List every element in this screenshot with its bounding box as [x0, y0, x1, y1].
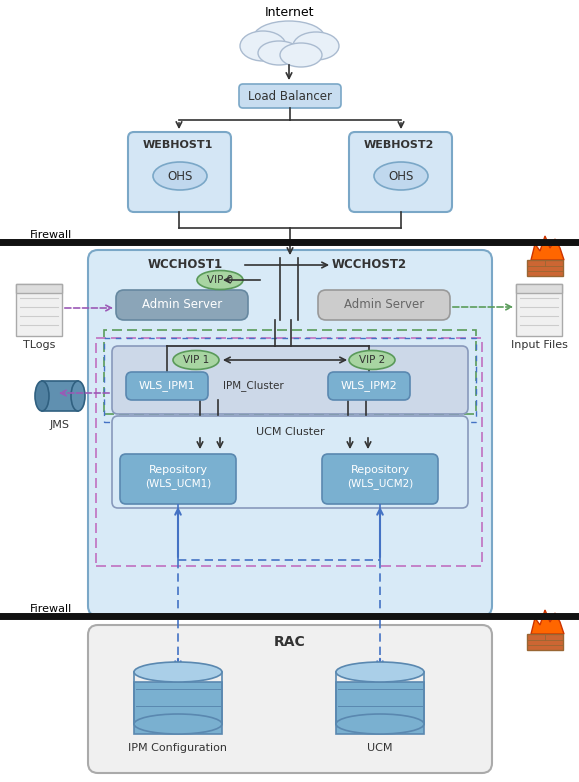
FancyBboxPatch shape — [116, 290, 248, 320]
Text: WCCHOST2: WCCHOST2 — [332, 259, 407, 271]
FancyBboxPatch shape — [112, 346, 468, 414]
FancyBboxPatch shape — [328, 372, 410, 400]
Bar — [134, 682, 222, 734]
Bar — [516, 284, 562, 293]
Text: WLS_IPM1: WLS_IPM1 — [139, 381, 195, 392]
Polygon shape — [531, 610, 564, 634]
FancyBboxPatch shape — [88, 250, 492, 616]
Ellipse shape — [134, 662, 222, 682]
Text: OHS: OHS — [167, 170, 193, 182]
Bar — [516, 284, 562, 336]
Text: (WLS_UCM1): (WLS_UCM1) — [145, 479, 211, 490]
Text: RAC: RAC — [274, 635, 306, 649]
Text: Input Files: Input Files — [511, 340, 567, 350]
Bar — [527, 634, 563, 650]
Text: JMS: JMS — [50, 420, 70, 430]
Bar — [527, 260, 563, 276]
Text: (WLS_UCM2): (WLS_UCM2) — [347, 479, 413, 490]
Text: UCM: UCM — [367, 743, 393, 753]
Text: Repository: Repository — [350, 465, 409, 475]
Ellipse shape — [197, 271, 243, 289]
FancyBboxPatch shape — [349, 132, 452, 212]
Ellipse shape — [293, 32, 339, 60]
Bar — [104, 338, 476, 422]
Text: Repository: Repository — [148, 465, 207, 475]
FancyBboxPatch shape — [112, 416, 468, 508]
Ellipse shape — [240, 31, 286, 61]
Text: IPM Configuration: IPM Configuration — [129, 743, 228, 753]
Bar — [42, 381, 78, 411]
Ellipse shape — [35, 381, 49, 411]
Ellipse shape — [153, 162, 207, 190]
Ellipse shape — [374, 162, 428, 190]
Bar — [16, 284, 62, 293]
Text: VIP 2: VIP 2 — [359, 355, 385, 365]
Ellipse shape — [173, 350, 219, 370]
Text: Firewall: Firewall — [30, 604, 72, 614]
Ellipse shape — [280, 43, 322, 67]
Text: Load Balancer: Load Balancer — [248, 89, 332, 102]
Ellipse shape — [336, 714, 424, 734]
Ellipse shape — [258, 41, 300, 65]
Text: WEBHOST1: WEBHOST1 — [143, 140, 214, 150]
Ellipse shape — [71, 381, 85, 411]
Ellipse shape — [336, 662, 424, 682]
FancyBboxPatch shape — [239, 84, 341, 108]
Text: OHS: OHS — [389, 170, 413, 182]
Text: IPM_Cluster: IPM_Cluster — [222, 381, 283, 392]
Text: UCM Cluster: UCM Cluster — [256, 427, 324, 437]
Text: VIP 0: VIP 0 — [207, 275, 233, 285]
Bar — [96, 338, 482, 566]
Text: TLogs: TLogs — [23, 340, 55, 350]
Bar — [336, 682, 424, 734]
Ellipse shape — [253, 21, 325, 55]
Text: VIP 1: VIP 1 — [183, 355, 209, 365]
FancyBboxPatch shape — [120, 454, 236, 504]
Text: WCCHOST1: WCCHOST1 — [148, 259, 223, 271]
FancyBboxPatch shape — [88, 625, 492, 773]
FancyBboxPatch shape — [318, 290, 450, 320]
Text: Admin Server: Admin Server — [344, 299, 424, 311]
Text: WLS_IPM2: WLS_IPM2 — [340, 381, 397, 392]
FancyBboxPatch shape — [126, 372, 208, 400]
FancyBboxPatch shape — [322, 454, 438, 504]
Bar — [104, 330, 476, 414]
Text: Internet: Internet — [264, 6, 314, 20]
Ellipse shape — [349, 350, 395, 370]
Ellipse shape — [134, 714, 222, 734]
Text: WEBHOST2: WEBHOST2 — [364, 140, 434, 150]
Bar — [16, 284, 62, 336]
FancyBboxPatch shape — [128, 132, 231, 212]
Polygon shape — [531, 236, 564, 260]
Text: Admin Server: Admin Server — [142, 299, 222, 311]
Text: Firewall: Firewall — [30, 230, 72, 240]
